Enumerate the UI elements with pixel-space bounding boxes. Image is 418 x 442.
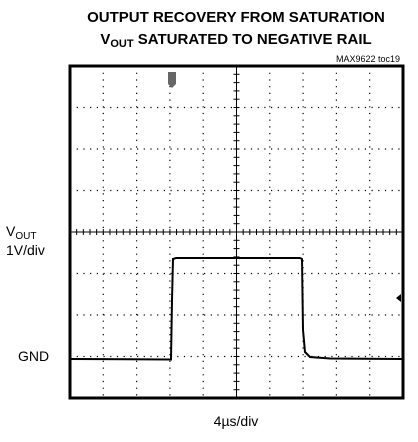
gnd-label: GND <box>18 348 49 364</box>
trigger-marker <box>168 72 176 88</box>
title-line-1: OUTPUT RECOVERY FROM SATURATION <box>87 9 385 26</box>
title-v: V <box>100 31 110 48</box>
title-rest: SATURATED TO NEGATIVE RAIL <box>134 31 372 48</box>
title-sub: OUT <box>110 38 134 50</box>
trace <box>69 257 404 361</box>
title-line-2: VOUT SATURATED TO NEGATIVE RAIL <box>100 31 371 50</box>
y-scale: 1V/div <box>6 242 45 258</box>
grid <box>70 66 403 398</box>
y-label: VOUT <box>6 223 36 242</box>
y-label-v: V <box>6 223 16 239</box>
figure-id: MAX9622 toc19 <box>336 54 400 64</box>
frame <box>68 64 405 400</box>
level-marker <box>396 294 401 302</box>
x-scale: 4µs/div <box>214 413 259 429</box>
y-label-sub: OUT <box>15 231 36 242</box>
